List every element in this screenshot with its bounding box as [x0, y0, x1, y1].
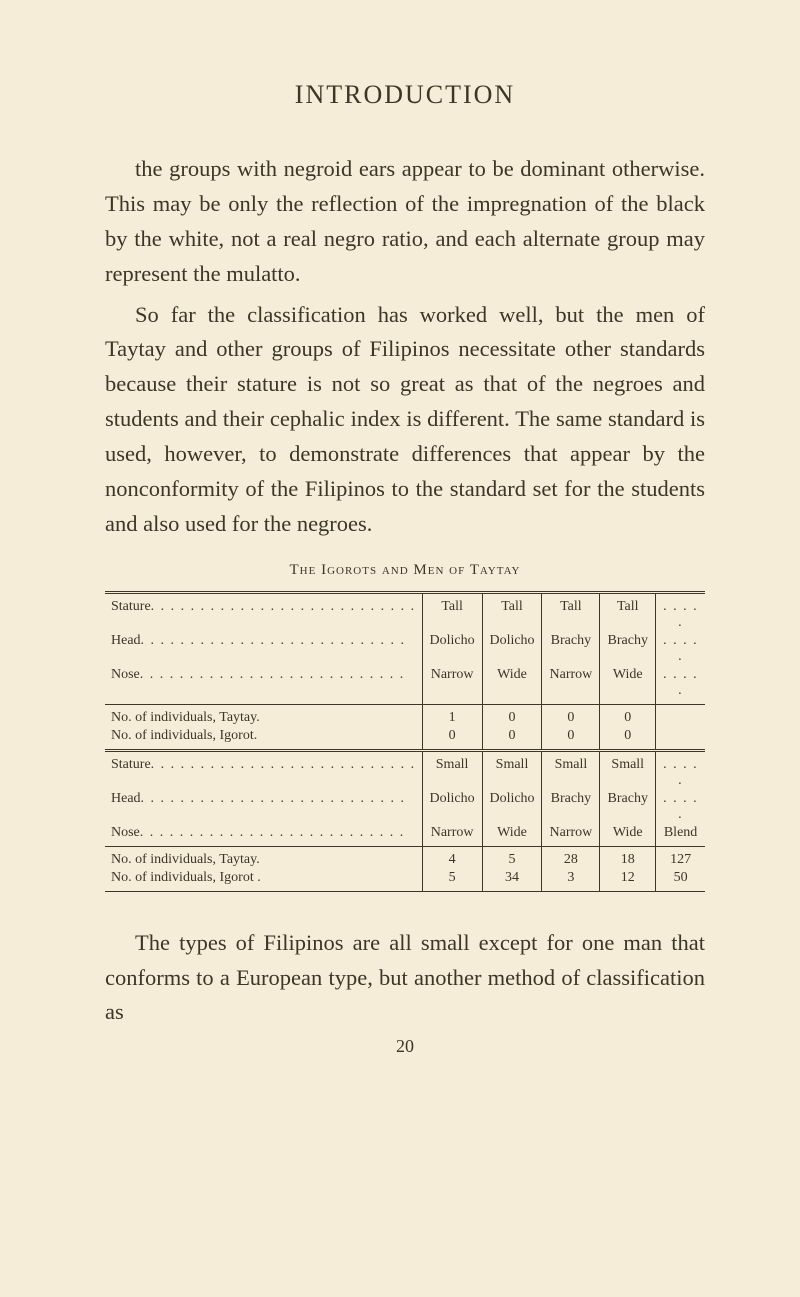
data-table: Stature. . . . . . . . . . . . . . . . .… — [105, 594, 705, 891]
table-row: No. of individuals, Igorot. 0 0 0 0 — [105, 727, 705, 745]
table-cell: 4 — [422, 851, 482, 869]
table-cell: Narrow — [422, 824, 482, 842]
table-cell: Small — [482, 756, 542, 790]
row-label: No. of individuals, Taytay. — [105, 851, 422, 869]
table-cell: . . . . . — [656, 666, 705, 700]
table-cell: Tall — [600, 598, 656, 632]
page-header: INTRODUCTION — [105, 80, 705, 110]
table-cell: Brachy — [600, 632, 656, 666]
table-cell: Tall — [542, 598, 600, 632]
row-label: Nose — [111, 667, 140, 683]
table-cell: . . . . . — [656, 632, 705, 666]
table-cell: Tall — [482, 598, 542, 632]
table-cell: Narrow — [542, 824, 600, 842]
table-cell: Brachy — [542, 790, 600, 824]
table-cell: Tall — [422, 598, 482, 632]
table-cell: 1 — [422, 709, 482, 727]
table-cell: 3 — [542, 869, 600, 887]
table-cell: 28 — [542, 851, 600, 869]
table-row: No. of individuals, Taytay. 1 0 0 0 — [105, 709, 705, 727]
table-cell: 50 — [656, 869, 705, 887]
row-label: Stature — [111, 599, 151, 615]
row-label: Nose — [111, 825, 140, 841]
table-cell: . . . . . — [656, 756, 705, 790]
table-cell: 0 — [600, 709, 656, 727]
row-label: No. of individuals, Taytay. — [105, 709, 422, 727]
paragraph-2: So far the classification has worked wel… — [105, 298, 705, 542]
table-cell: 0 — [600, 727, 656, 745]
table-cell: 0 — [422, 727, 482, 745]
table-row: Head. . . . . . . . . . . . . . . . . . … — [105, 632, 705, 666]
table-cell: Dolicho — [422, 790, 482, 824]
row-label: Head — [111, 791, 141, 807]
table-cell: 0 — [482, 709, 542, 727]
table-row: No. of individuals, Igorot . 5 34 3 12 5… — [105, 869, 705, 887]
dots-fill: . . . . . . . . . . . . . . . . . . . . … — [140, 825, 416, 841]
table-row: Head. . . . . . . . . . . . . . . . . . … — [105, 790, 705, 824]
paragraph-3: The types of Filipinos are all small exc… — [105, 926, 705, 1031]
dots-fill: . . . . . . . . . . . . . . . . . . . . … — [140, 667, 416, 683]
dots-fill: . . . . . . . . . . . . . . . . . . . . … — [141, 633, 416, 649]
paragraph-1: the groups with negroid ears appear to b… — [105, 152, 705, 292]
page-number: 20 — [105, 1036, 705, 1057]
table-cell: 18 — [600, 851, 656, 869]
dots-fill: . . . . . . . . . . . . . . . . . . . . … — [141, 791, 416, 807]
table-cell: Small — [422, 756, 482, 790]
table-cell: . . . . . — [656, 790, 705, 824]
table-row: Stature. . . . . . . . . . . . . . . . .… — [105, 756, 705, 790]
table-cell: 0 — [542, 727, 600, 745]
row-label: Head — [111, 633, 141, 649]
table-cell: Blend — [656, 824, 705, 842]
table-cell: 5 — [482, 851, 542, 869]
table-cell: 12 — [600, 869, 656, 887]
table-cell: 0 — [542, 709, 600, 727]
table-cell: Dolicho — [482, 632, 542, 666]
table-cell: Small — [600, 756, 656, 790]
dots-fill: . . . . . . . . . . . . . . . . . . . . … — [151, 757, 416, 773]
table-cell — [656, 709, 705, 727]
data-table-wrap: Stature. . . . . . . . . . . . . . . . .… — [105, 591, 705, 892]
table-cell: Wide — [482, 666, 542, 700]
table-cell: Narrow — [542, 666, 600, 700]
table-cell: 34 — [482, 869, 542, 887]
table-cell: Wide — [600, 824, 656, 842]
row-label: Stature — [111, 757, 151, 773]
table-row: Nose. . . . . . . . . . . . . . . . . . … — [105, 824, 705, 842]
table-caption: The Igorots and Men of Taytay — [105, 562, 705, 579]
table-cell: Wide — [600, 666, 656, 700]
table-cell: 0 — [482, 727, 542, 745]
row-label: No. of individuals, Igorot. — [105, 727, 422, 745]
table-cell: Wide — [482, 824, 542, 842]
table-cell: Brachy — [600, 790, 656, 824]
table-cell: Small — [542, 756, 600, 790]
row-label: No. of individuals, Igorot . — [105, 869, 422, 887]
table-cell: . . . . . — [656, 598, 705, 632]
table-row: Stature. . . . . . . . . . . . . . . . .… — [105, 598, 705, 632]
table-cell: 127 — [656, 851, 705, 869]
table-cell — [656, 727, 705, 745]
table-row: No. of individuals, Taytay. 4 5 28 18 12… — [105, 851, 705, 869]
table-cell: Brachy — [542, 632, 600, 666]
table-cell: Dolicho — [422, 632, 482, 666]
table-cell: Dolicho — [482, 790, 542, 824]
table-cell: 5 — [422, 869, 482, 887]
dots-fill: . . . . . . . . . . . . . . . . . . . . … — [151, 599, 416, 615]
table-cell: Narrow — [422, 666, 482, 700]
table-row: Nose. . . . . . . . . . . . . . . . . . … — [105, 666, 705, 700]
